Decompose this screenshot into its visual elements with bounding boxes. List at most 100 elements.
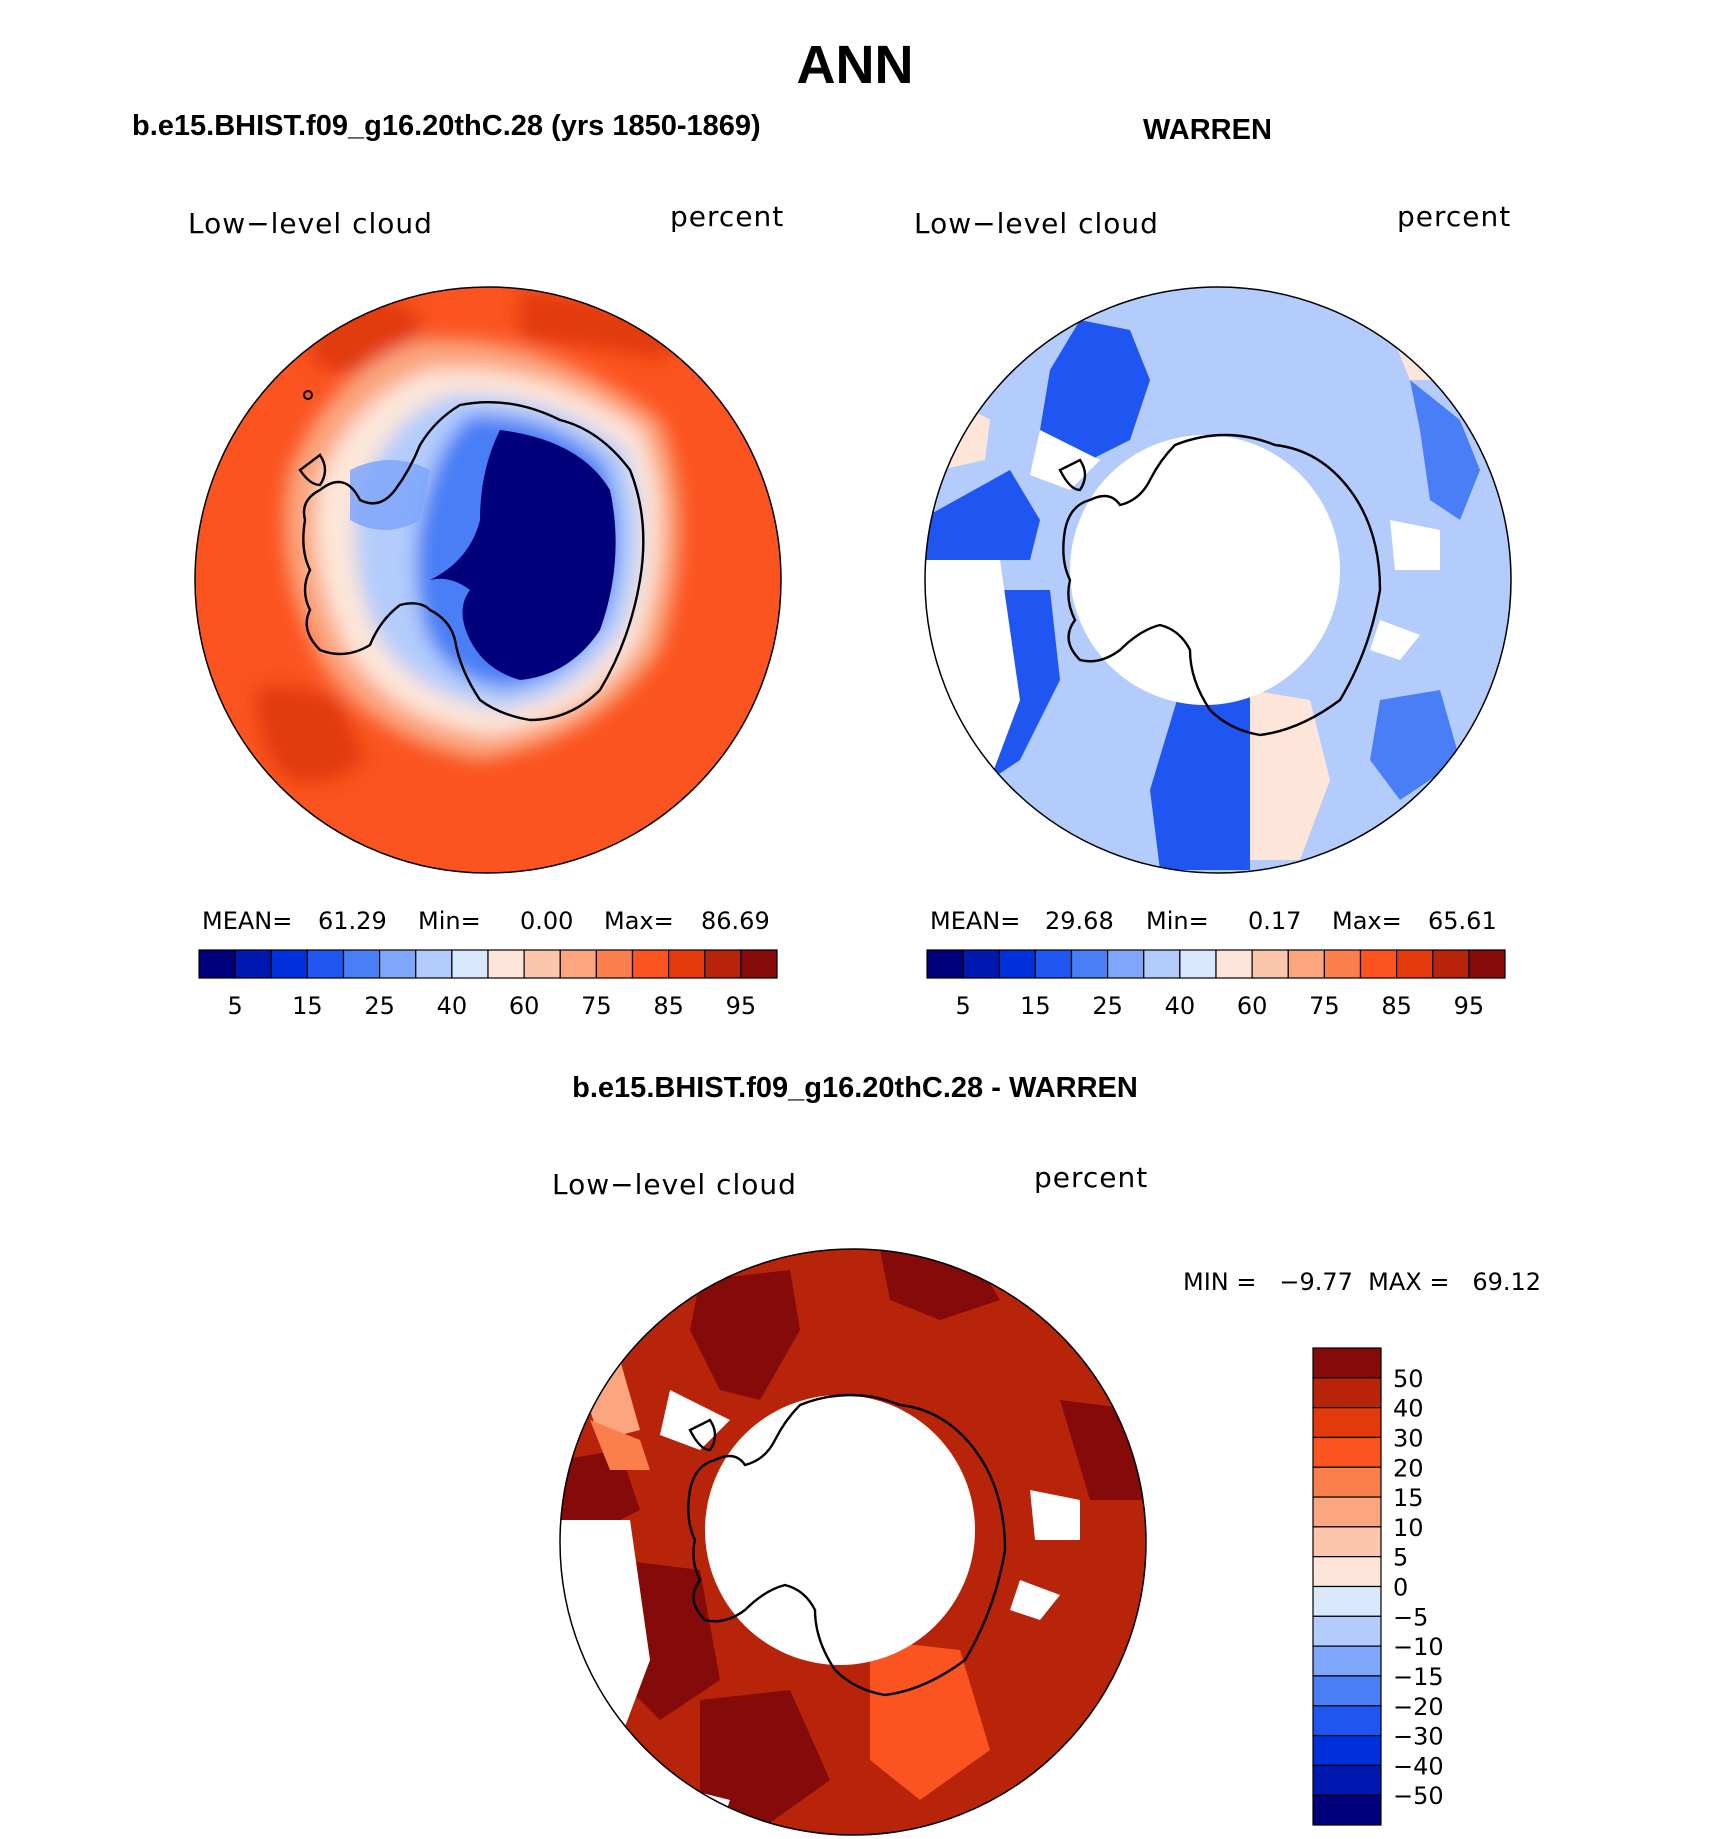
panel1-colorbar-swatch [342, 949, 381, 979]
diff-colorbar-swatch [1312, 1705, 1382, 1737]
panel2-colorbar-swatch [1179, 949, 1217, 979]
panel2-colorbar-swatch [1287, 949, 1325, 979]
panel2-colorbar-swatch [1034, 949, 1073, 979]
panel1-colorbar-tick-label: 60 [509, 992, 540, 1020]
panel2-colorbar-tick-label: 75 [1309, 992, 1340, 1020]
panel1-colorbar-swatch [487, 949, 525, 979]
panel2-max-label: Max= [1332, 907, 1402, 935]
diff-variable-label: Low−level cloud [552, 1168, 797, 1201]
figure-title: ANN [796, 35, 914, 95]
panel2-max-value: 65.61 [1428, 907, 1497, 935]
diff-colorbar-swatch [1312, 1585, 1382, 1617]
panel2-mean-value: 29.68 [1045, 907, 1114, 935]
diff-colorbar-tick-label: −20 [1393, 1693, 1444, 1721]
diff-colorbar-swatch [1312, 1436, 1382, 1468]
diff-colorbar-swatch [1312, 1764, 1382, 1796]
panel1-colorbar-tick-label: 15 [292, 992, 323, 1020]
panel1-colorbar-swatch [379, 949, 417, 979]
panel1-units-label: percent [670, 200, 785, 233]
panel1-colorbar-swatch [451, 949, 489, 979]
diff-colorbar-swatch [1312, 1407, 1382, 1439]
panel1-colorbar-swatch [740, 949, 778, 979]
panel2-variable-label: Low−level cloud [914, 207, 1159, 240]
panel2-colorbar-swatch [998, 949, 1036, 979]
panel1-colorbar-swatch [234, 949, 272, 979]
panel1-colorbar: 5 15 25 40 60 75 85 95 [198, 949, 778, 1020]
diff-colorbar-tick-label: 10 [1393, 1514, 1424, 1542]
panel1-colorbar-swatch [270, 949, 308, 979]
diff-colorbar-tick-label: 30 [1393, 1424, 1424, 1452]
panel2-colorbar-swatch [1143, 949, 1181, 979]
diff-colorbar-tick-label: −40 [1393, 1752, 1444, 1780]
panel1-colorbar-swatch [559, 949, 597, 979]
panel1-min-value: 0.00 [520, 907, 574, 935]
panel2-colorbar-swatch [1468, 949, 1506, 979]
panel1-colorbar-swatch [631, 949, 670, 979]
diff-map [560, 1249, 1146, 1835]
panel1-colorbar-swatch [704, 949, 742, 979]
panel1-case-title: b.e15.BHIST.f09_g16.20thC.28 (yrs 1850-1… [132, 110, 761, 142]
diff-colorbar-tick-label: −50 [1393, 1782, 1444, 1810]
diff-colorbar-tick-label: 15 [1393, 1484, 1424, 1512]
panel1-max-label: Max= [604, 907, 674, 935]
panel2-colorbar-tick-label: 95 [1454, 992, 1485, 1020]
panel2-colorbar-swatch [1396, 949, 1434, 979]
panel1-map [195, 287, 781, 873]
diff-colorbar-tick-label: 40 [1393, 1395, 1424, 1423]
panel2-colorbar-swatch [1432, 949, 1470, 979]
panel2-colorbar: 5 15 25 40 60 75 85 95 [926, 949, 1506, 1020]
diff-colorbar-tick-label: −15 [1393, 1663, 1444, 1691]
panel1-colorbar-swatch [595, 949, 634, 979]
diff-minmax-label: MIN = −9.77 MAX = 69.12 [1183, 1268, 1542, 1296]
panel2-colorbar-swatch [1323, 949, 1362, 979]
panel2-colorbar-swatch [1359, 949, 1398, 979]
diff-colorbar-tick-label: 5 [1393, 1544, 1408, 1572]
diff-colorbar-swatch [1312, 1377, 1382, 1409]
panel1-colorbar-swatch [198, 949, 236, 979]
panel1-colorbar-tick-label: 85 [653, 992, 684, 1020]
panel1-colorbar-swatch [523, 949, 561, 979]
panel2-min-value: 0.17 [1248, 907, 1302, 935]
diff-colorbar-swatch [1312, 1645, 1382, 1677]
panel1-colorbar-tick-label: 75 [581, 992, 612, 1020]
panel1-mean-label: MEAN= [202, 907, 293, 935]
panel1-colorbar-tick-label: 40 [437, 992, 468, 1020]
diff-colorbar-swatch [1312, 1794, 1382, 1826]
diff-colorbar-tick-label: −30 [1393, 1723, 1444, 1751]
diff-colorbar-swatch [1312, 1556, 1382, 1588]
panel2-colorbar-swatch [962, 949, 1000, 979]
diff-colorbar-swatch [1312, 1615, 1382, 1647]
panel2-mean-label: MEAN= [930, 907, 1021, 935]
panel1-colorbar-tick-label: 95 [726, 992, 757, 1020]
panel1-min-label: Min= [418, 907, 481, 935]
panel2-colorbar-tick-label: 85 [1381, 992, 1412, 1020]
panel2-colorbar-swatch [926, 949, 964, 979]
panel2-colorbar-tick-label: 60 [1237, 992, 1268, 1020]
panel2-case-title: WARREN [1143, 114, 1272, 146]
diff-units-label: percent [1034, 1161, 1149, 1194]
panel2-colorbar-swatch [1107, 949, 1145, 979]
diff-colorbar-tick-label: −5 [1393, 1603, 1428, 1631]
diff-colorbar-swatch [1312, 1675, 1382, 1707]
panel2-colorbar-swatch [1215, 949, 1253, 979]
diff-case-title: b.e15.BHIST.f09_g16.20thC.28 - WARREN [572, 1072, 1138, 1104]
panel1-colorbar-swatch [668, 949, 706, 979]
panel1-max-value: 86.69 [701, 907, 770, 935]
panel2-min-label: Min= [1146, 907, 1209, 935]
panel2-colorbar-tick-label: 5 [955, 992, 970, 1020]
diff-colorbar-swatch [1312, 1466, 1382, 1498]
diff-colorbar-swatch [1312, 1347, 1382, 1379]
diff-colorbar-swatch [1312, 1526, 1382, 1558]
diff-colorbar-swatch [1312, 1496, 1382, 1528]
panel2-colorbar-swatch [1251, 949, 1289, 979]
diff-colorbar-tick-label: 20 [1393, 1454, 1424, 1482]
diff-colorbar-tick-label: 50 [1393, 1365, 1424, 1393]
panel2-map [925, 287, 1511, 873]
panel2-colorbar-swatch [1070, 949, 1109, 979]
panel1-colorbar-swatch [415, 949, 453, 979]
panel1-colorbar-swatch [306, 949, 345, 979]
panel1-variable-label: Low−level cloud [188, 207, 433, 240]
panel2-colorbar-tick-label: 15 [1020, 992, 1051, 1020]
